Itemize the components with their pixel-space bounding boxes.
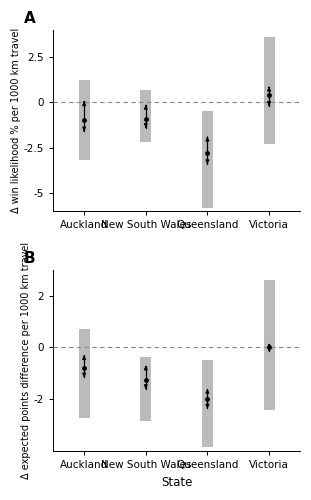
Y-axis label: Δ win likelihood % per 1000 km travel: Δ win likelihood % per 1000 km travel (11, 28, 21, 213)
Bar (263, 37, 275, 144)
X-axis label: State: State (161, 476, 192, 489)
Bar (263, 280, 275, 410)
Bar (140, 90, 151, 142)
Bar (140, 356, 151, 422)
Bar (202, 360, 213, 448)
Bar (202, 112, 213, 208)
Bar (79, 80, 90, 160)
Bar (79, 330, 90, 418)
Text: A: A (24, 11, 35, 26)
Y-axis label: Δ expected points difference per 1000 km travel: Δ expected points difference per 1000 km… (21, 242, 31, 479)
Text: B: B (24, 251, 35, 266)
